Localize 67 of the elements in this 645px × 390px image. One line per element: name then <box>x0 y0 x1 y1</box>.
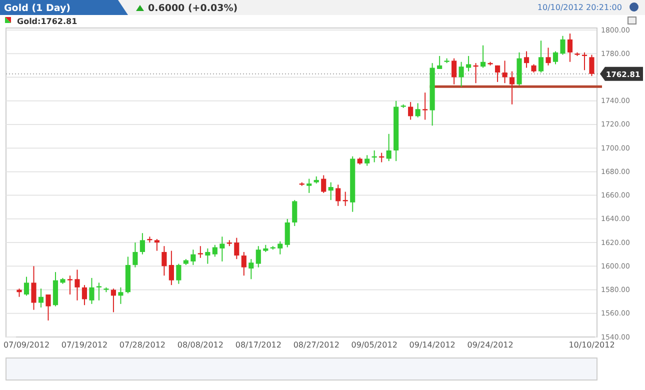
candlestick <box>256 246 261 268</box>
candlestick <box>502 60 508 84</box>
candlestick <box>284 218 290 248</box>
candlestick <box>560 35 566 56</box>
candlestick <box>408 102 414 120</box>
x-tick-label: 07/19/2012 <box>61 340 108 350</box>
candlestick <box>212 244 218 258</box>
chart-title: Gold (1 Day) <box>4 3 70 14</box>
candlestick <box>31 266 36 310</box>
chart-subtitle: 0.6000 (+0.03%) <box>148 3 238 14</box>
candlestick <box>422 92 428 120</box>
candlestick <box>415 102 420 118</box>
candlestick <box>278 240 283 255</box>
x-tick-label: 08/27/2012 <box>293 340 340 350</box>
candlestick <box>110 288 116 313</box>
candlestick <box>234 237 240 260</box>
candlestick <box>321 174 326 194</box>
candlestick <box>38 288 44 308</box>
x-tick-label: 07/09/2012 <box>3 340 50 350</box>
candlestick <box>89 277 94 304</box>
candlestick <box>306 178 312 194</box>
candlestick <box>74 269 80 301</box>
candlestick <box>190 249 196 266</box>
candlestick <box>118 286 124 304</box>
text: 10/10/2012 20:21:00 <box>537 3 622 12</box>
x-tick-label: 09/14/2012 <box>409 340 456 350</box>
x-tick-label: 09/24/2012 <box>467 340 514 350</box>
candlestick <box>162 246 167 276</box>
candlestick <box>538 40 544 74</box>
candlestick <box>336 184 341 206</box>
candlestick <box>546 47 551 66</box>
candlestick <box>205 248 210 264</box>
candlestick <box>67 275 73 295</box>
candlestick <box>328 182 334 201</box>
x-tick-label: 09/05/2012 <box>351 340 398 350</box>
candlestick <box>567 33 573 62</box>
candlestick <box>248 258 254 280</box>
candlestick <box>494 64 500 82</box>
x-tick-label: 10/10/2012 <box>568 340 615 350</box>
candlestick <box>168 250 174 286</box>
candlestick <box>220 236 225 262</box>
candlestick <box>364 154 370 166</box>
candlestick <box>524 50 530 68</box>
candlestick <box>154 238 160 252</box>
candlestick <box>132 242 138 268</box>
x-tick-label: 08/08/2012 <box>177 340 224 350</box>
candlestick <box>176 263 182 284</box>
candlestick <box>589 54 594 77</box>
candlestick <box>466 55 472 72</box>
candlestick <box>24 276 30 296</box>
candlestick <box>480 44 486 68</box>
candlestick <box>241 251 246 276</box>
candlestick <box>458 61 464 88</box>
candlestick <box>452 58 457 85</box>
candlestick <box>292 200 298 227</box>
candlestick <box>437 55 442 70</box>
candlestick <box>82 284 88 306</box>
candlestick <box>46 294 51 321</box>
candlestick <box>552 50 558 65</box>
candlestick <box>198 246 203 258</box>
candlestick <box>509 70 515 105</box>
text: Gold:1762.81 <box>17 17 78 26</box>
candlestick <box>140 232 145 255</box>
candlestick <box>96 282 102 301</box>
x-tick-label: 08/17/2012 <box>235 340 282 350</box>
candlestick <box>386 133 392 162</box>
x-tick-label: 07/28/2012 <box>119 340 166 350</box>
